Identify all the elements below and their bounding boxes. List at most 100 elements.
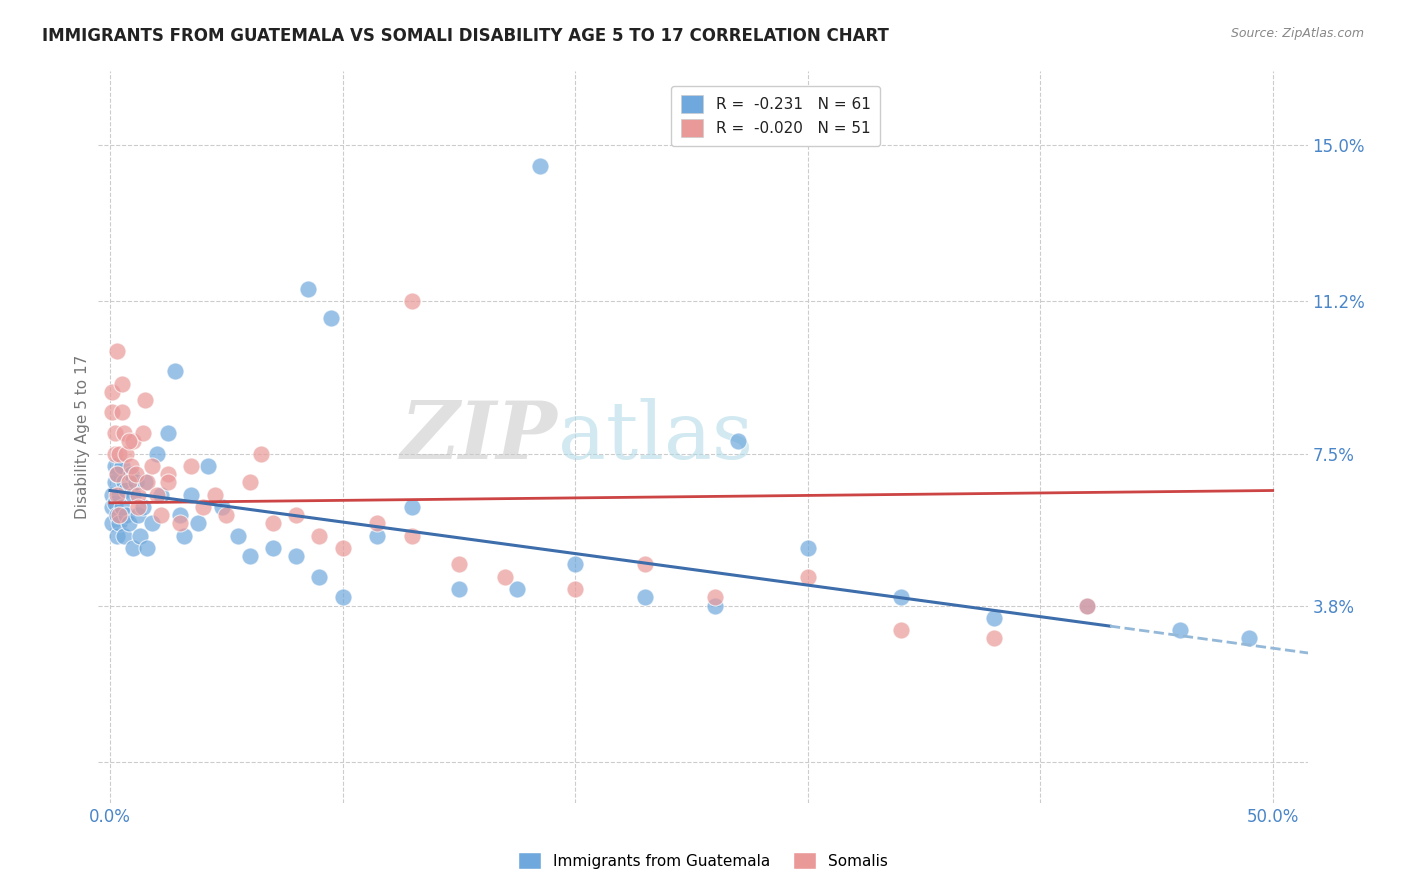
Point	[120, 458, 142, 473]
Point	[157, 475, 180, 490]
Point	[127, 500, 149, 514]
Point	[111, 458, 134, 473]
Point	[131, 425, 153, 440]
Point	[111, 500, 134, 514]
Point	[447, 582, 470, 596]
Point	[285, 549, 308, 564]
Legend: Immigrants from Guatemala, Somalis: Immigrants from Guatemala, Somalis	[512, 846, 894, 875]
Point	[124, 467, 146, 481]
Point	[104, 496, 127, 510]
Point	[145, 446, 167, 460]
Point	[120, 467, 142, 481]
Point	[564, 582, 586, 596]
Point	[105, 467, 128, 481]
Point	[297, 282, 319, 296]
Point	[104, 446, 127, 460]
Point	[101, 487, 124, 501]
Point	[112, 529, 135, 543]
Point	[1076, 599, 1098, 613]
Point	[157, 467, 180, 481]
Point	[262, 516, 284, 531]
Point	[226, 529, 249, 543]
Point	[1239, 632, 1261, 646]
Point	[129, 529, 152, 543]
Point	[105, 467, 128, 481]
Point	[136, 541, 159, 555]
Point	[1076, 599, 1098, 613]
Point	[173, 529, 195, 543]
Point	[285, 508, 308, 523]
Point	[890, 624, 912, 638]
Point	[401, 294, 423, 309]
Point	[111, 405, 134, 419]
Point	[122, 487, 145, 501]
Point	[239, 475, 262, 490]
Point	[104, 458, 127, 473]
Point	[180, 487, 202, 501]
Point	[191, 500, 214, 514]
Point	[118, 475, 141, 490]
Text: Source: ZipAtlas.com: Source: ZipAtlas.com	[1230, 27, 1364, 40]
Point	[127, 487, 149, 501]
Point	[983, 632, 1005, 646]
Point	[105, 343, 128, 358]
Point	[104, 425, 127, 440]
Point	[101, 405, 124, 419]
Point	[111, 376, 134, 391]
Point	[366, 529, 388, 543]
Point	[197, 458, 219, 473]
Point	[211, 500, 233, 514]
Point	[150, 487, 173, 501]
Point	[187, 516, 209, 531]
Point	[215, 508, 238, 523]
Point	[447, 558, 470, 572]
Point	[118, 516, 141, 531]
Text: IMMIGRANTS FROM GUATEMALA VS SOMALI DISABILITY AGE 5 TO 17 CORRELATION CHART: IMMIGRANTS FROM GUATEMALA VS SOMALI DISA…	[42, 27, 889, 45]
Point	[204, 487, 226, 501]
Point	[105, 508, 128, 523]
Point	[239, 549, 262, 564]
Point	[169, 508, 191, 523]
Point	[494, 570, 516, 584]
Point	[319, 310, 342, 325]
Point	[983, 611, 1005, 625]
Point	[308, 570, 330, 584]
Point	[157, 425, 180, 440]
Point	[122, 541, 145, 555]
Point	[262, 541, 284, 555]
Point	[796, 570, 818, 584]
Point	[127, 508, 149, 523]
Point	[332, 591, 354, 605]
Legend: R =  -0.231   N = 61, R =  -0.020   N = 51: R = -0.231 N = 61, R = -0.020 N = 51	[672, 87, 880, 146]
Point	[165, 364, 187, 378]
Point	[703, 599, 725, 613]
Point	[134, 475, 156, 490]
Point	[1168, 624, 1191, 638]
Point	[180, 458, 202, 473]
Point	[115, 446, 138, 460]
Point	[101, 516, 124, 531]
Point	[634, 558, 657, 572]
Point	[105, 529, 128, 543]
Point	[332, 541, 354, 555]
Point	[141, 458, 163, 473]
Point	[108, 487, 131, 501]
Point	[169, 516, 191, 531]
Point	[506, 582, 529, 596]
Point	[401, 500, 423, 514]
Point	[118, 434, 141, 449]
Point	[529, 159, 551, 173]
Point	[112, 425, 135, 440]
Point	[250, 446, 273, 460]
Point	[115, 483, 138, 498]
Point	[105, 487, 128, 501]
Y-axis label: Disability Age 5 to 17: Disability Age 5 to 17	[75, 355, 90, 519]
Point	[131, 500, 153, 514]
Point	[136, 475, 159, 490]
Point	[890, 591, 912, 605]
Point	[108, 446, 131, 460]
Point	[104, 475, 127, 490]
Point	[134, 393, 156, 408]
Point	[796, 541, 818, 555]
Point	[564, 558, 586, 572]
